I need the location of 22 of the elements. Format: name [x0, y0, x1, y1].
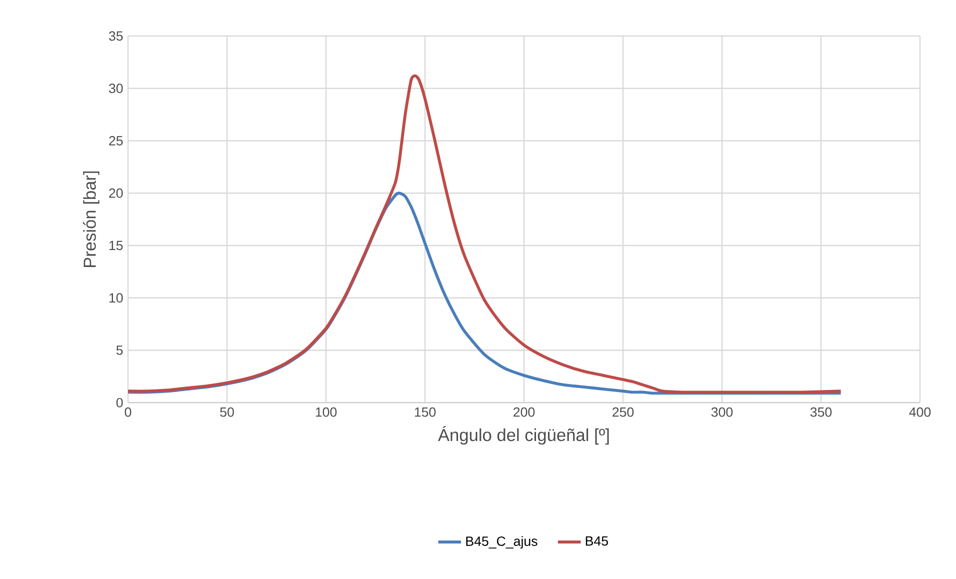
x-tick-label: 300 [711, 408, 733, 417]
x-tick-label: 200 [514, 408, 535, 417]
y-tick-label: 25 [109, 136, 123, 146]
x-tick-label: 250 [612, 408, 634, 417]
x-tick-label: 100 [316, 408, 337, 417]
legend-label: B45_C_ajus [466, 536, 538, 549]
x-tick-label: 50 [220, 408, 234, 417]
y-tick-label: 15 [109, 241, 123, 250]
y-tick-label: 10 [109, 293, 123, 303]
x-tick-label: 350 [810, 408, 832, 417]
line-series [128, 74, 842, 394]
y-axis-title: Presión [bar] [82, 172, 100, 268]
x-tick-label: 0 [124, 408, 132, 417]
x-tick-label: 400 [909, 408, 931, 417]
x-tick-label: 150 [414, 408, 436, 417]
y-tick-label: 35 [108, 31, 123, 41]
x-axis-title: Ángulo del cigüeñal [º] [438, 426, 609, 445]
y-tick-label: 0 [116, 398, 123, 408]
y-tick-label: 20 [109, 188, 123, 198]
y-tick-label: 5 [116, 346, 123, 356]
y-tick-label: 30 [108, 84, 123, 94]
legend-label: B45 [586, 536, 608, 546]
